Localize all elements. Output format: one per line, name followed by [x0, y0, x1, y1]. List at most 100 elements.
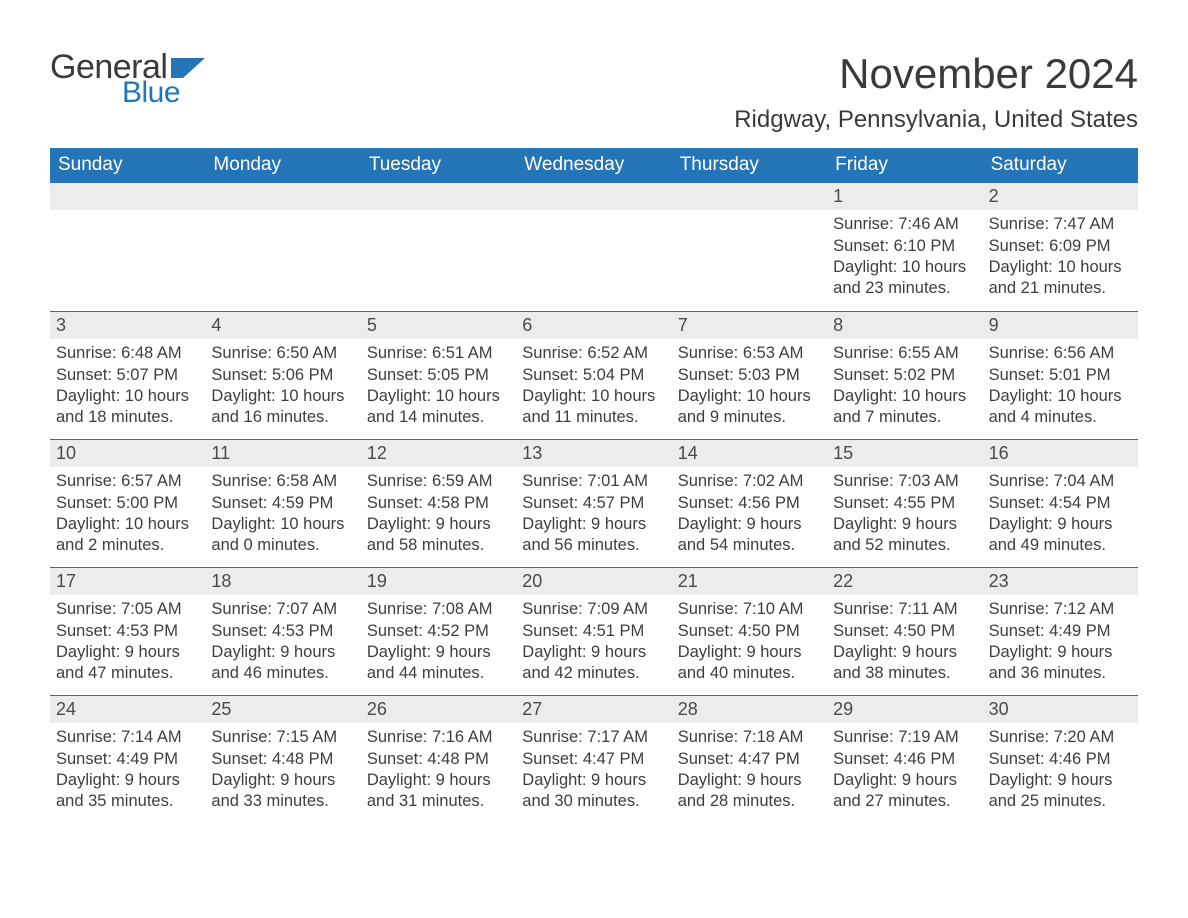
day-cell: 3Sunrise: 6:48 AMSunset: 5:07 PMDaylight…: [50, 312, 205, 439]
daylight-line: Daylight: 9 hours and 40 minutes.: [678, 642, 821, 683]
day-cell: 10Sunrise: 6:57 AMSunset: 5:00 PMDayligh…: [50, 440, 205, 567]
sunset-line: Sunset: 4:50 PM: [678, 621, 821, 642]
daylight-line: Daylight: 9 hours and 30 minutes.: [522, 770, 665, 811]
daylight-line: Daylight: 10 hours and 18 minutes.: [56, 386, 199, 427]
sunset-line: Sunset: 4:55 PM: [833, 493, 976, 514]
day-cell: [205, 183, 360, 311]
day-number: 26: [361, 696, 516, 723]
sunrise-line: Sunrise: 7:16 AM: [367, 727, 510, 748]
day-cell: 5Sunrise: 6:51 AMSunset: 5:05 PMDaylight…: [361, 312, 516, 439]
day-number: 19: [361, 568, 516, 595]
day-number: 23: [983, 568, 1138, 595]
day-cell: 17Sunrise: 7:05 AMSunset: 4:53 PMDayligh…: [50, 568, 205, 695]
sunset-line: Sunset: 6:09 PM: [989, 236, 1132, 257]
day-cell: 14Sunrise: 7:02 AMSunset: 4:56 PMDayligh…: [672, 440, 827, 567]
day-number: 28: [672, 696, 827, 723]
day-details: Sunrise: 7:03 AMSunset: 4:55 PMDaylight:…: [827, 467, 982, 563]
sunset-line: Sunset: 4:52 PM: [367, 621, 510, 642]
day-number: 21: [672, 568, 827, 595]
sunset-line: Sunset: 5:01 PM: [989, 365, 1132, 386]
sunset-line: Sunset: 4:53 PM: [56, 621, 199, 642]
weekday-header: Friday: [827, 148, 982, 183]
day-cell: 4Sunrise: 6:50 AMSunset: 5:06 PMDaylight…: [205, 312, 360, 439]
day-cell: 20Sunrise: 7:09 AMSunset: 4:51 PMDayligh…: [516, 568, 671, 695]
day-number: 17: [50, 568, 205, 595]
sunrise-line: Sunrise: 6:57 AM: [56, 471, 199, 492]
day-cell: 12Sunrise: 6:59 AMSunset: 4:58 PMDayligh…: [361, 440, 516, 567]
day-cell: 9Sunrise: 6:56 AMSunset: 5:01 PMDaylight…: [983, 312, 1138, 439]
sunset-line: Sunset: 5:06 PM: [211, 365, 354, 386]
daylight-line: Daylight: 9 hours and 33 minutes.: [211, 770, 354, 811]
day-number: 9: [983, 312, 1138, 339]
day-number: 24: [50, 696, 205, 723]
day-number: 20: [516, 568, 671, 595]
sunrise-line: Sunrise: 7:10 AM: [678, 599, 821, 620]
sunrise-line: Sunrise: 7:07 AM: [211, 599, 354, 620]
day-number-bar: [205, 183, 360, 210]
day-details: Sunrise: 6:55 AMSunset: 5:02 PMDaylight:…: [827, 339, 982, 435]
sunset-line: Sunset: 4:46 PM: [833, 749, 976, 770]
day-details: Sunrise: 7:01 AMSunset: 4:57 PMDaylight:…: [516, 467, 671, 563]
day-details: Sunrise: 7:47 AMSunset: 6:09 PMDaylight:…: [983, 210, 1138, 306]
sunrise-line: Sunrise: 6:58 AM: [211, 471, 354, 492]
day-cell: 24Sunrise: 7:14 AMSunset: 4:49 PMDayligh…: [50, 696, 205, 823]
day-details: Sunrise: 6:50 AMSunset: 5:06 PMDaylight:…: [205, 339, 360, 435]
week-row: 10Sunrise: 6:57 AMSunset: 5:00 PMDayligh…: [50, 439, 1138, 567]
day-number: 6: [516, 312, 671, 339]
day-cell: 2Sunrise: 7:47 AMSunset: 6:09 PMDaylight…: [983, 183, 1138, 311]
sunset-line: Sunset: 4:49 PM: [989, 621, 1132, 642]
day-number: 12: [361, 440, 516, 467]
daylight-line: Daylight: 9 hours and 38 minutes.: [833, 642, 976, 683]
week-row: 17Sunrise: 7:05 AMSunset: 4:53 PMDayligh…: [50, 567, 1138, 695]
day-number: 8: [827, 312, 982, 339]
sunset-line: Sunset: 5:07 PM: [56, 365, 199, 386]
weekday-header: Wednesday: [516, 148, 671, 183]
day-cell: 7Sunrise: 6:53 AMSunset: 5:03 PMDaylight…: [672, 312, 827, 439]
day-details: Sunrise: 7:09 AMSunset: 4:51 PMDaylight:…: [516, 595, 671, 691]
day-cell: [516, 183, 671, 311]
day-cell: [361, 183, 516, 311]
day-cell: [50, 183, 205, 311]
day-details: Sunrise: 7:46 AMSunset: 6:10 PMDaylight:…: [827, 210, 982, 306]
day-cell: 19Sunrise: 7:08 AMSunset: 4:52 PMDayligh…: [361, 568, 516, 695]
day-number: 2: [983, 183, 1138, 210]
day-details: Sunrise: 6:53 AMSunset: 5:03 PMDaylight:…: [672, 339, 827, 435]
daylight-line: Daylight: 9 hours and 56 minutes.: [522, 514, 665, 555]
day-number-bar: [672, 183, 827, 210]
sunset-line: Sunset: 4:47 PM: [678, 749, 821, 770]
day-number: 10: [50, 440, 205, 467]
day-cell: 23Sunrise: 7:12 AMSunset: 4:49 PMDayligh…: [983, 568, 1138, 695]
day-number: 13: [516, 440, 671, 467]
sunset-line: Sunset: 4:47 PM: [522, 749, 665, 770]
daylight-line: Daylight: 9 hours and 27 minutes.: [833, 770, 976, 811]
day-details: Sunrise: 7:17 AMSunset: 4:47 PMDaylight:…: [516, 723, 671, 819]
sunrise-line: Sunrise: 7:18 AM: [678, 727, 821, 748]
day-cell: 30Sunrise: 7:20 AMSunset: 4:46 PMDayligh…: [983, 696, 1138, 823]
daylight-line: Daylight: 9 hours and 42 minutes.: [522, 642, 665, 683]
day-details: Sunrise: 6:58 AMSunset: 4:59 PMDaylight:…: [205, 467, 360, 563]
sunrise-line: Sunrise: 6:55 AM: [833, 343, 976, 364]
day-number-bar: [361, 183, 516, 210]
day-cell: 21 Sunrise: 7:10 AMSunset: 4:50 PMDayligh…: [672, 568, 827, 695]
daylight-line: Daylight: 10 hours and 16 minutes.: [211, 386, 354, 427]
day-cell: 1Sunrise: 7:46 AMSunset: 6:10 PMDaylight…: [827, 183, 982, 311]
weekday-header: Monday: [205, 148, 360, 183]
day-number: 11: [205, 440, 360, 467]
daylight-line: Daylight: 9 hours and 54 minutes.: [678, 514, 821, 555]
calendar: SundayMondayTuesdayWednesdayThursdayFrid…: [50, 148, 1138, 823]
day-cell: 28Sunrise: 7:18 AMSunset: 4:47 PMDayligh…: [672, 696, 827, 823]
week-row: 24Sunrise: 7:14 AMSunset: 4:49 PMDayligh…: [50, 695, 1138, 823]
sunrise-line: Sunrise: 6:50 AM: [211, 343, 354, 364]
day-details: Sunrise: 7:05 AMSunset: 4:53 PMDaylight:…: [50, 595, 205, 691]
sunset-line: Sunset: 4:48 PM: [367, 749, 510, 770]
daylight-line: Daylight: 10 hours and 4 minutes.: [989, 386, 1132, 427]
day-cell: 26Sunrise: 7:16 AMSunset: 4:48 PMDayligh…: [361, 696, 516, 823]
day-number: 29: [827, 696, 982, 723]
day-details: Sunrise: 6:48 AMSunset: 5:07 PMDaylight:…: [50, 339, 205, 435]
day-details: Sunrise: 7:20 AMSunset: 4:46 PMDaylight:…: [983, 723, 1138, 819]
daylight-line: Daylight: 10 hours and 9 minutes.: [678, 386, 821, 427]
day-details: Sunrise: 7:14 AMSunset: 4:49 PMDaylight:…: [50, 723, 205, 819]
location-subtitle: Ridgway, Pennsylvania, United States: [734, 106, 1138, 134]
day-details: Sunrise: 6:56 AMSunset: 5:01 PMDaylight:…: [983, 339, 1138, 435]
daylight-line: Daylight: 10 hours and 0 minutes.: [211, 514, 354, 555]
